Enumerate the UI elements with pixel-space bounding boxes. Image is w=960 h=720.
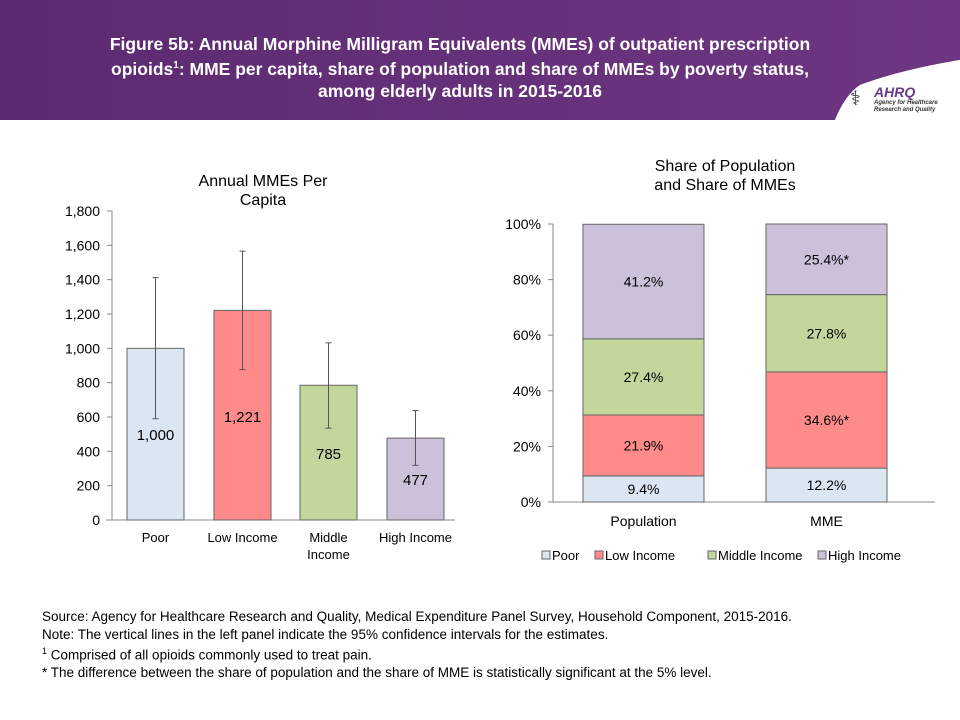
y-tick-label: 200 [77,478,101,494]
source-note: Source: Agency for Healthcare Research a… [42,609,792,624]
ahrq-logo: ⚕ AHRQ Agency for Healthcare Research an… [848,84,958,124]
x-tick-label: Income [307,547,350,562]
title-part: opioids [111,58,174,79]
x-tick-label: Low Income [207,530,277,545]
legend-swatch [817,550,827,560]
y-tick-label: 600 [77,409,101,425]
stacked-bar-segment [582,475,705,503]
logo-subtext: Agency for Healthcare Research and Quali… [874,100,938,113]
y-tick-label: 20% [513,438,541,454]
data-label: 41.2% [624,274,664,290]
title-line: among elderly adults in 2015-2016 [317,80,602,101]
y-tick-label: 800 [77,375,101,391]
title-part: : MME per capita, share of population an… [178,58,809,79]
y-tick-label: 0 [92,512,100,528]
y-tick-label: 60% [513,327,541,343]
x-tick-label: High Income [379,530,452,545]
data-label: 12.2% [807,477,847,493]
data-label: 27.8% [807,325,847,341]
ci-note: Note: The vertical lines in the left pan… [42,626,609,642]
y-tick-label: 1,200 [65,306,100,322]
mme-per-capita-chart: Annual MMEs Per Capita 0 200 400 600 800 1,000 1… [65,173,455,562]
legend-label: Low Income [605,548,675,563]
y-tick-label: 1,800 [65,203,100,219]
chart-title: Capita [240,192,286,209]
x-tick-label: Middle [309,530,347,545]
title-footnote-mark: 1 [173,60,179,71]
data-label: 9.4% [628,481,660,497]
chart-title: and Share of MMEs [654,177,795,194]
y-tick-label: 400 [77,443,101,459]
legend-swatch [707,550,717,560]
legend-label: High Income [828,548,901,563]
bar [126,347,185,521]
data-label: 785 [316,446,341,463]
x-tick-label: MME [810,513,843,529]
y-tick-label: 100% [505,216,541,232]
y-tick-label: 0% [521,494,541,510]
x-tick-label: Poor [142,530,170,545]
x-tick-label: Population [610,513,676,529]
page-title: Figure 5b: Annual Morphine Milligram Equ… [60,33,860,102]
data-label: 1,221 [224,409,262,426]
hhs-eagle-icon: ⚕ [850,88,861,110]
logo-text: AHRQ [874,84,916,100]
data-label: 477 [403,472,428,489]
chart-title: Share of Population [655,158,796,175]
data-label: 27.4% [624,369,664,385]
notes: Source: Agency for Healthcare Research a… [42,608,792,682]
y-tick-label: 1,000 [65,340,100,356]
chart-title: Annual MMEs Per [199,173,329,190]
share-chart: Share of Population and Share of MMEs 0% 20… [505,158,935,563]
data-label: 25.4%* [804,251,850,267]
footnote-text: Comprised of all opioids commonly used t… [47,647,372,663]
footnote-mark: 1 [42,646,48,656]
title-line: Figure 5b: Annual Morphine Milligram Equ… [109,34,811,54]
data-label: 34.6%* [804,412,850,428]
legend-label: Poor [552,548,580,563]
y-tick-label: 80% [513,272,541,288]
legend-label: Middle Income [718,548,803,563]
footnote-1: 1 Comprised of all opioids commonly used… [42,643,792,664]
y-tick-label: 1,600 [65,237,100,253]
y-tick-label: 1,400 [65,272,100,288]
footnote-2: * The difference between the share of po… [42,665,712,680]
stacked-bar-segment [765,223,888,296]
stacked-bar-segment [765,467,888,503]
title-line: opioids1: MME per capita, share of popul… [60,55,860,80]
legend-swatch [541,550,551,560]
header-banner [0,0,960,130]
legend-swatch [594,550,604,560]
data-label: 21.9% [624,437,664,453]
data-label: 1,000 [137,427,175,444]
y-tick-label: 40% [513,383,541,399]
stacked-bar-segment [582,223,705,340]
